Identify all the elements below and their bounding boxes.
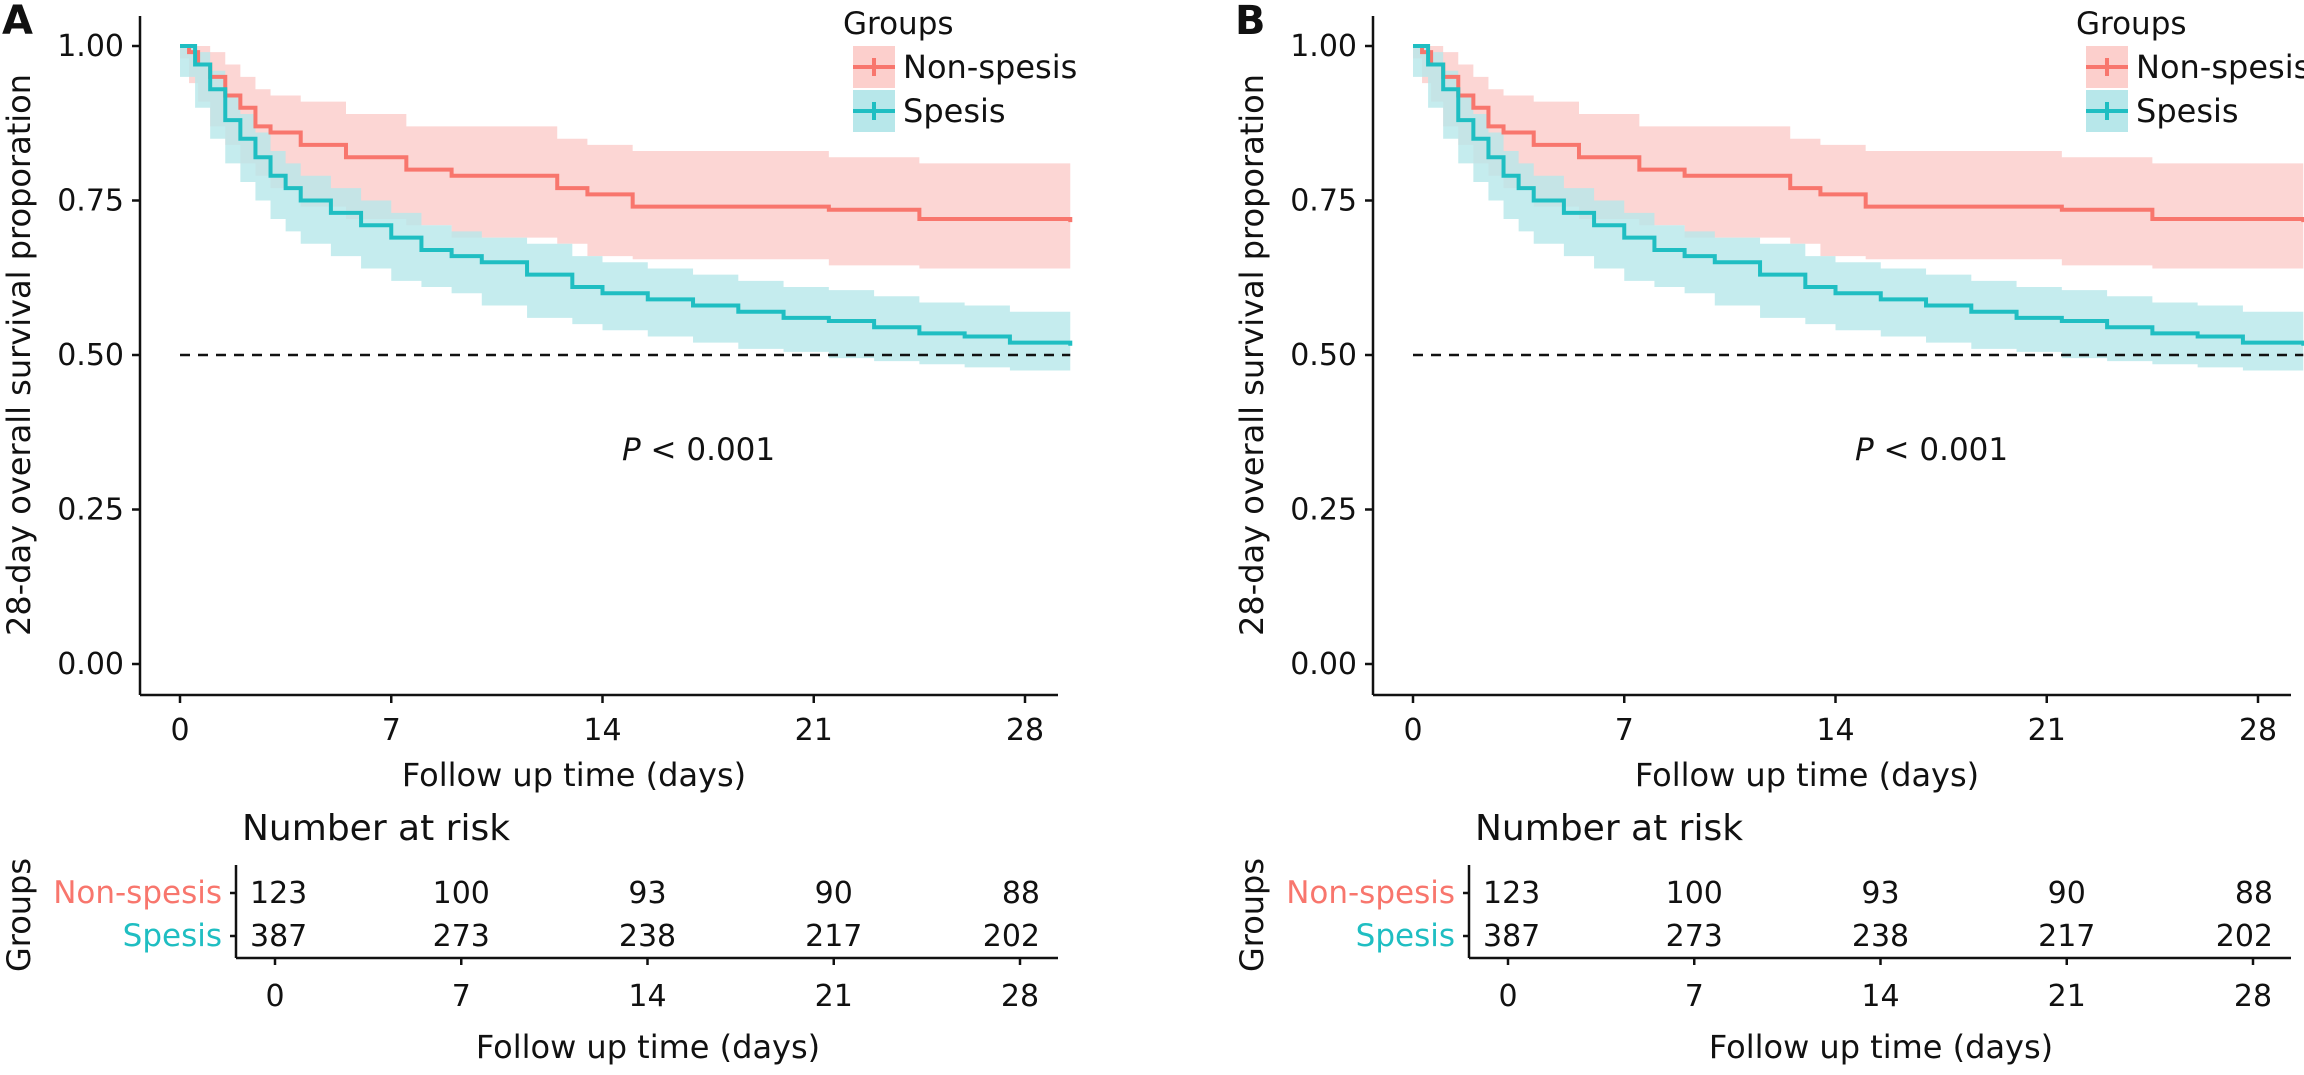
risk-count: 88 <box>1002 876 1040 911</box>
survival-line-spesis <box>180 44 1073 346</box>
risk-x-axis-title: Follow up time (days) <box>476 1028 820 1066</box>
panel-b: B 0.00 0.25 0.50 0.75 1.00 0 7 14 21 28 Follow up t… <box>1233 0 2304 1066</box>
risk-table-title: Number at risk <box>1475 808 1743 849</box>
risk-count: 90 <box>2048 876 2086 911</box>
risk-count: 217 <box>805 919 862 954</box>
risk-x-axis-title: Follow up time (days) <box>1709 1028 2053 1066</box>
x-tick-label: 0 <box>1403 713 1422 748</box>
x-axis-title: Follow up time (days) <box>1635 756 1979 794</box>
risk-count: 100 <box>1666 876 1723 911</box>
risk-count: 202 <box>983 919 1040 954</box>
risk-row-label-non-spesis: Non-spesis <box>53 875 222 911</box>
risk-x-tick-label: 7 <box>452 979 471 1014</box>
x-tick-label: 7 <box>1615 713 1634 748</box>
p-value-annotation: P < 0.001 <box>622 432 775 468</box>
risk-table: Number at risk Non-spesis 123 100 93 90 88 Spes… <box>1233 808 2291 1066</box>
y-tick-label: 0.00 <box>57 647 124 682</box>
x-axis-title: Follow up time (days) <box>402 756 746 794</box>
y-tick-label: 0.50 <box>1290 338 1357 373</box>
legend-label-spesis: Spesis <box>903 92 1006 130</box>
legend-label-spesis: Spesis <box>2136 92 2239 130</box>
risk-x-tick-label: 0 <box>1498 979 1517 1014</box>
risk-table-title: Number at risk <box>242 808 510 849</box>
risk-row-label-spesis: Spesis <box>123 918 222 954</box>
panel-letter: B <box>1235 0 1266 44</box>
x-tick-label: 7 <box>382 713 401 748</box>
risk-count: 387 <box>250 919 307 954</box>
risk-x-tick-label: 21 <box>815 979 853 1014</box>
p-value-annotation: P < 0.001 <box>1855 432 2008 468</box>
y-tick-label: 1.00 <box>57 29 124 64</box>
risk-count: 238 <box>1852 919 1909 954</box>
legend-title: Groups <box>843 6 954 42</box>
risk-count: 217 <box>2038 919 2095 954</box>
risk-count: 90 <box>815 876 853 911</box>
y-tick-label: 0.00 <box>1290 647 1357 682</box>
y-tick-label: 0.50 <box>57 338 124 373</box>
risk-count: 238 <box>619 919 676 954</box>
risk-x-tick-label: 28 <box>2234 979 2272 1014</box>
risk-count: 93 <box>628 876 666 911</box>
risk-count: 123 <box>1483 876 1540 911</box>
risk-x-tick-label: 14 <box>628 979 666 1014</box>
legend: Groups Non-spesis Spesis <box>843 6 1077 132</box>
x-tick-label: 14 <box>1816 713 1854 748</box>
y-tick-label: 1.00 <box>1290 29 1357 64</box>
risk-table: Number at risk Non-spesis 123 100 93 90 88 Spes… <box>0 808 1058 1066</box>
risk-count: 93 <box>1861 876 1899 911</box>
risk-count: 273 <box>433 919 490 954</box>
y-axis-title: 28-day overall survival proporation <box>1233 74 1271 636</box>
x-tick-label: 21 <box>795 713 833 748</box>
risk-count: 88 <box>2235 876 2273 911</box>
risk-x-tick-label: 28 <box>1001 979 1039 1014</box>
risk-row-label-spesis: Spesis <box>1356 918 1455 954</box>
risk-y-axis-title: Groups <box>0 858 38 972</box>
x-tick-label: 28 <box>2239 713 2277 748</box>
x-tick-label: 21 <box>2028 713 2066 748</box>
y-tick-label: 0.75 <box>1290 184 1357 219</box>
risk-count: 123 <box>250 876 307 911</box>
risk-y-axis-title: Groups <box>1233 858 1271 972</box>
risk-x-tick-label: 14 <box>1861 979 1899 1014</box>
y-tick-label: 0.75 <box>57 184 124 219</box>
risk-x-tick-label: 7 <box>1685 979 1704 1014</box>
survival-line-spesis <box>1413 44 2304 346</box>
legend: Groups Non-spesis Spesis <box>2076 6 2304 132</box>
risk-count: 387 <box>1483 919 1540 954</box>
y-tick-label: 0.25 <box>57 493 124 528</box>
legend-label-non-spesis: Non-spesis <box>2136 48 2304 86</box>
legend-label-non-spesis: Non-spesis <box>903 48 1077 86</box>
y-axis-title: 28-day overall survival proporation <box>0 74 38 636</box>
risk-x-tick-label: 21 <box>2048 979 2086 1014</box>
x-tick-label: 28 <box>1006 713 1044 748</box>
risk-count: 100 <box>433 876 490 911</box>
x-tick-label: 0 <box>170 713 189 748</box>
panel-a: A 0.00 0.25 0.50 0.75 1.00 0 7 14 21 28 Follow up t… <box>0 0 1077 1066</box>
legend-title: Groups <box>2076 6 2187 42</box>
panel-letter: A <box>2 0 33 44</box>
risk-x-tick-label: 0 <box>265 979 284 1014</box>
y-tick-label: 0.25 <box>1290 493 1357 528</box>
risk-count: 273 <box>1666 919 1723 954</box>
risk-row-label-non-spesis: Non-spesis <box>1286 875 1455 911</box>
risk-count: 202 <box>2216 919 2273 954</box>
x-tick-label: 14 <box>583 713 621 748</box>
